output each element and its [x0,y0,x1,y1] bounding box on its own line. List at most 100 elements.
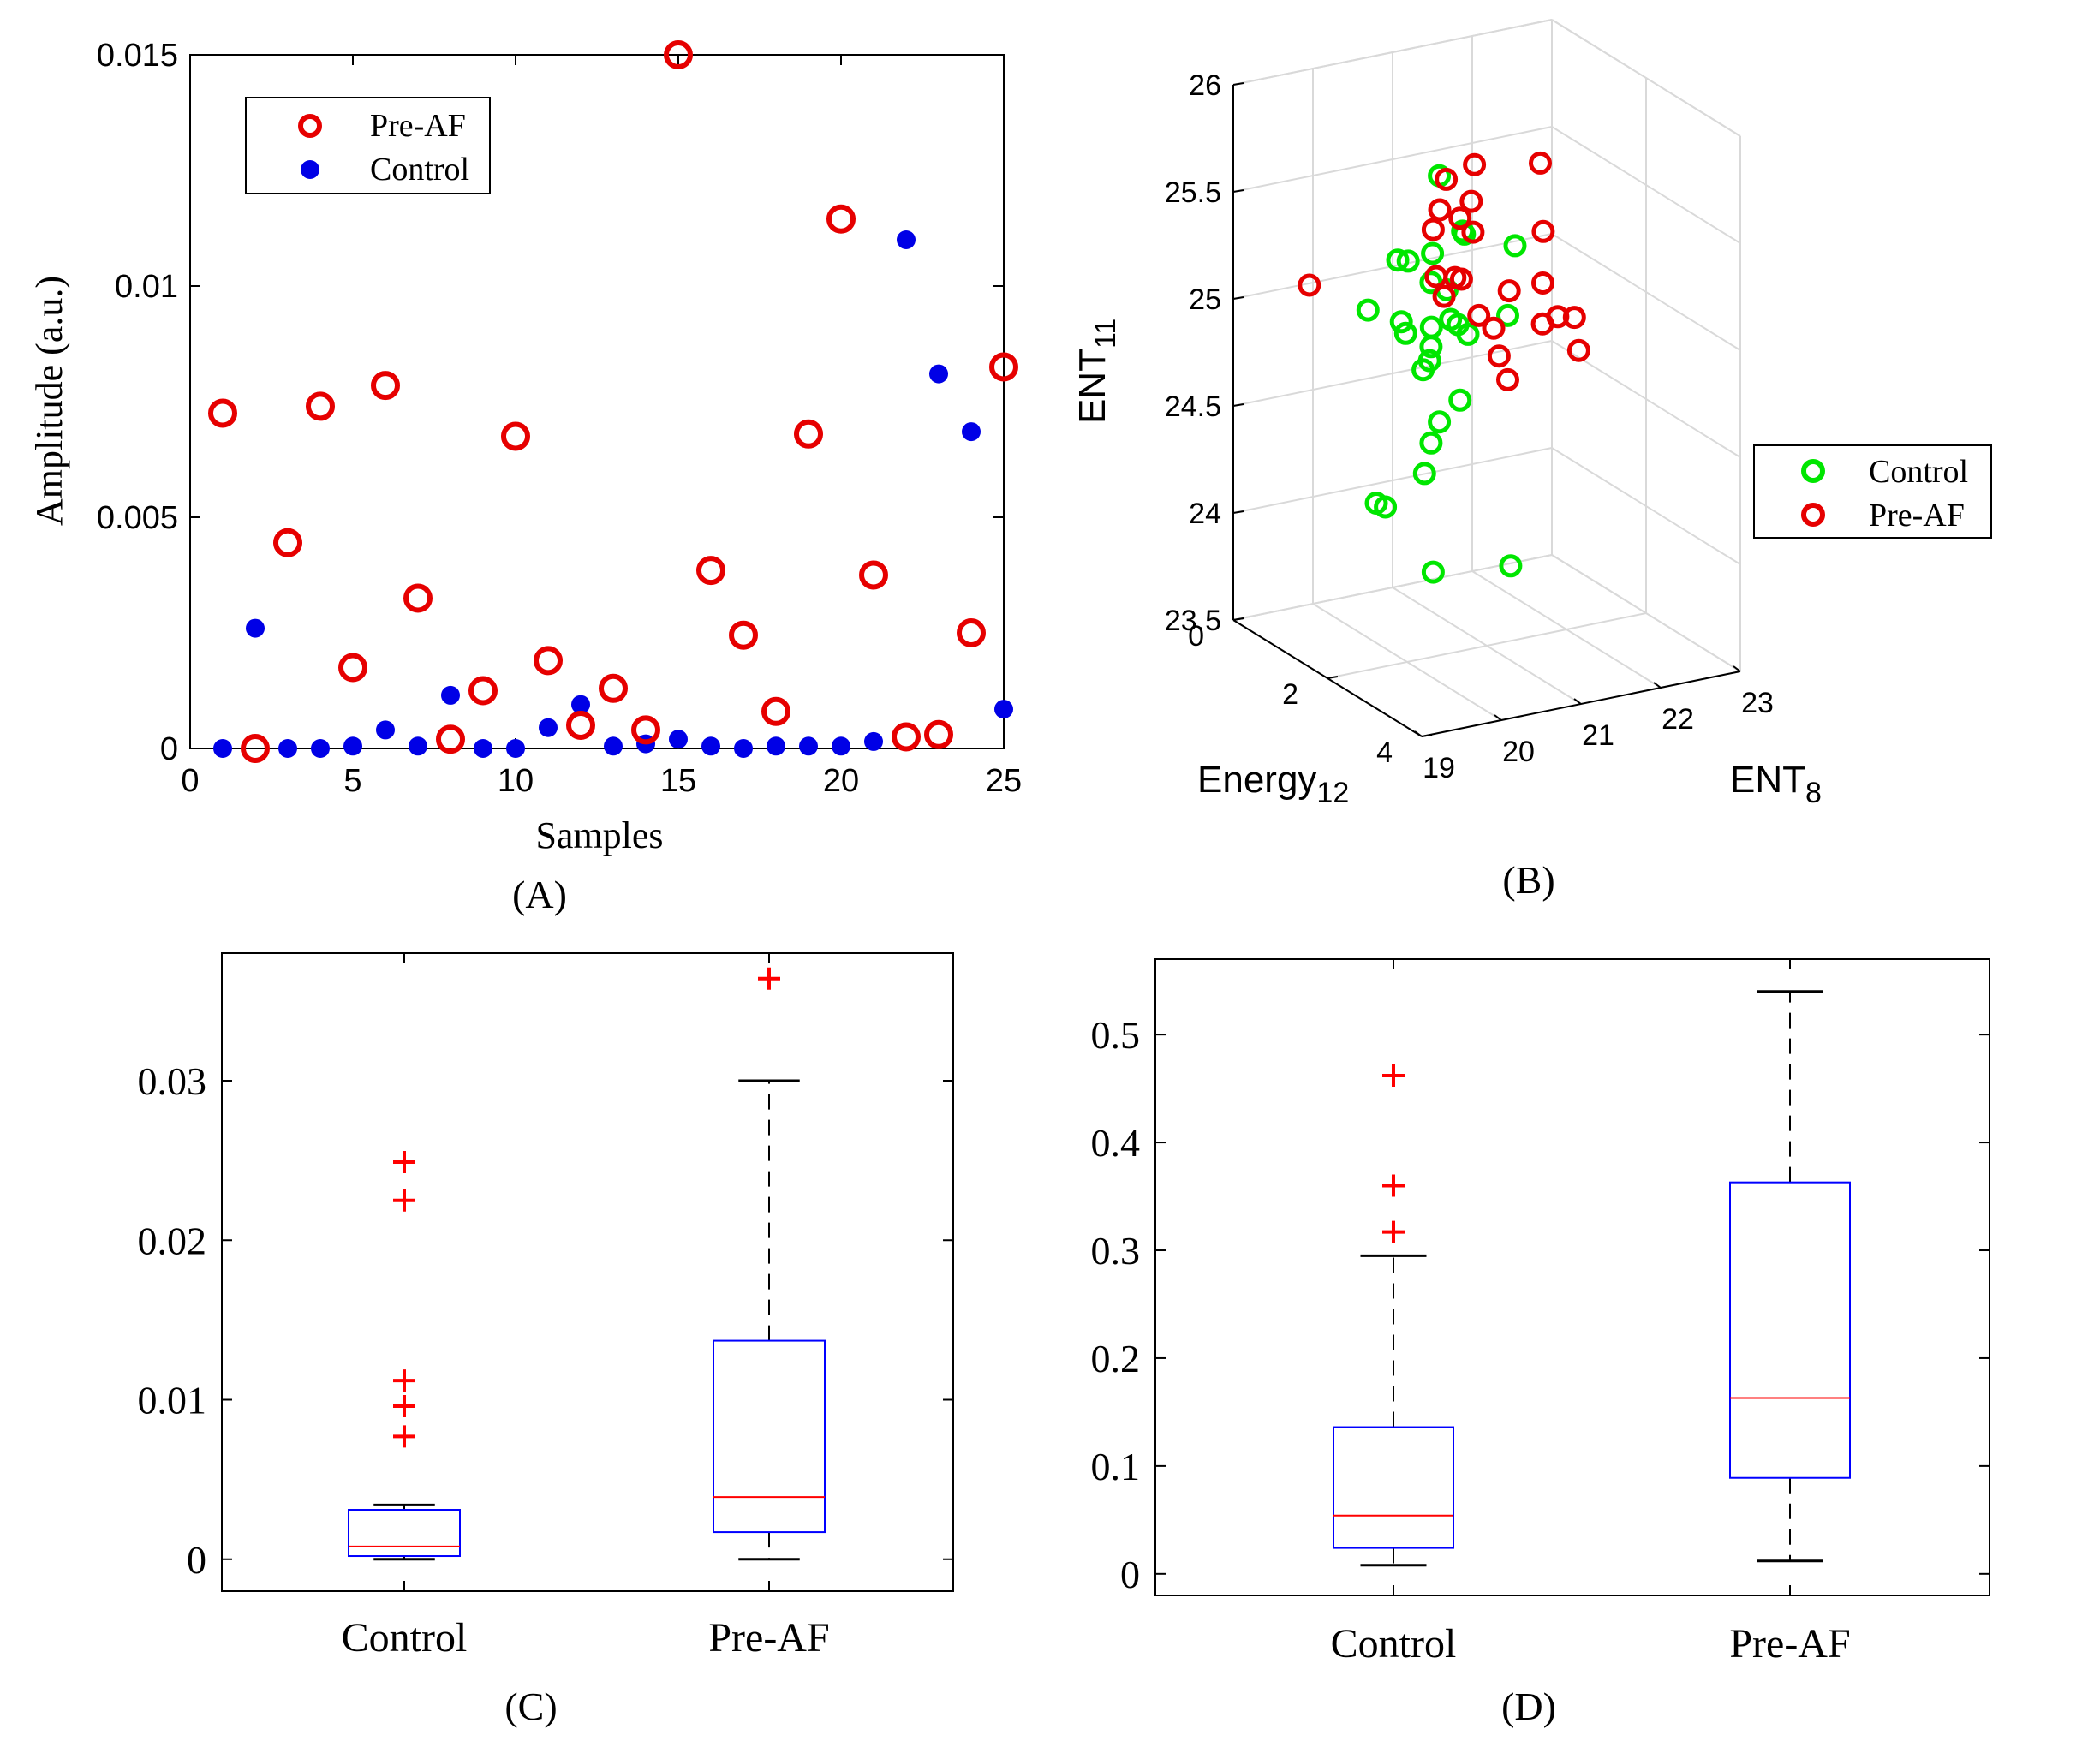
panel-c-ytick-label: 0.03 [138,1059,207,1103]
control-point-3d [1419,271,1443,295]
control-point [962,422,981,442]
panel-a-legend-box [245,97,491,194]
panel-b-gridline [1232,340,1553,407]
panel-d-ytick-label: 0.2 [1091,1337,1141,1380]
panel-b-ztick [1232,189,1244,193]
pre-af-point-3d [1421,218,1445,241]
control-point [669,730,688,749]
control-point [343,736,362,756]
panel-a-xtick-label: 15 [660,763,696,799]
pre-af-point [534,646,563,676]
panel-b-zlabel: ENT11 [1071,319,1122,424]
pre-af-point-3d [1546,305,1570,329]
panel-b-legend-box [1753,444,1992,539]
control-point-3d [1428,410,1452,434]
control-point [604,736,623,756]
panel-a-xlabel: Samples [535,814,663,856]
legend-control-label: Control [370,152,469,188]
pre-af-point-3d [1531,271,1554,295]
panel-b-ztick-label: 25.5 [1165,176,1221,209]
panel-b-ytick-label: 4 [1376,736,1393,769]
panel-a-ylabel: Amplitude (a.u.) [28,276,70,526]
panel-c-category-control: Control [342,1615,468,1661]
control-point [441,685,460,705]
panel-a-legend: Pre-AF Control [245,97,491,194]
pre-af-point [208,398,237,428]
pre-af-point-3d [1487,344,1511,368]
control-point [734,739,753,758]
pre-af-point-3d [1461,220,1485,244]
panel-c-outlier [393,1425,415,1448]
panel-b-gridline [1232,447,1553,514]
panel-b-gridline [1551,233,1741,351]
legend-b-pre-af-marker [1801,503,1825,527]
panel-a-xtick-label: 10 [498,763,534,799]
panel-b-xtick-label: 23 [1741,687,1774,719]
panel-c-box [713,1339,826,1534]
control-point-3d [1499,554,1523,578]
panel-b-ytick [1232,617,1244,621]
control-point [409,736,427,756]
panel-d-ytick-label: 0.3 [1091,1229,1141,1273]
control-point-3d [1419,315,1443,339]
panel-b-box-edge [1232,19,1553,86]
control-point [832,736,850,756]
legend-b-pre-af-label: Pre-AF [1869,498,1965,534]
panel-a-xtick-label: 0 [181,763,199,799]
pre-af-point [599,673,628,703]
pre-af-point [859,560,888,590]
panel-b-caption: (B) [1502,858,1554,902]
pre-af-point [989,352,1018,382]
pre-af-point-3d [1448,206,1472,230]
control-point [799,736,818,756]
panel-b-gridline [1232,126,1553,193]
panel-c-box [348,1509,461,1558]
control-point-3d [1389,310,1413,334]
pre-af-point [338,653,367,683]
pre-af-point [664,40,693,69]
control-point [246,618,265,638]
panel-b-xlabel-main: ENT [1730,759,1805,801]
panel-c-outlier [393,1369,415,1392]
pre-af-point [403,583,433,613]
control-point [994,700,1013,719]
pre-af-point [696,556,725,586]
panel-d: 0 0.1 0.2 0.3 0.4 0.5 Control Pre-AF (D) [1091,958,1990,1728]
panel-b-xlabel: ENT8 [1730,759,1822,809]
pre-af-point [371,371,400,401]
panel-d-box [1333,1426,1454,1549]
panel-a-xtick-label: 25 [986,763,1022,799]
pre-af-point-3d [1562,306,1586,330]
panel-b-xtick-label: 21 [1582,719,1614,752]
panel-b-xtick-label: 20 [1502,736,1535,768]
pre-af-point-3d [1467,303,1491,327]
pre-af-point-3d [1531,219,1555,243]
pre-af-point [957,618,986,647]
panel-b-box-edge [1551,19,1741,137]
control-point [506,739,525,758]
panel-b-ztick-label: 24.5 [1165,391,1221,423]
pre-af-point-3d [1529,151,1552,175]
panel-a-ytick-label: 0.01 [115,269,178,305]
panel-d-category-control: Control [1331,1621,1457,1666]
control-point-3d [1496,303,1519,327]
panel-b-xlabel-sub: 8 [1805,777,1822,809]
panel-d-axes-box [1154,958,1990,1596]
pre-af-point [924,719,953,749]
panel-b-ztick-label: 25 [1189,283,1221,316]
panel-d-box [1729,1181,1851,1479]
legend-pre-af-marker [298,114,322,138]
pre-af-point-3d [1428,198,1452,222]
panel-a-ytick-label: 0.015 [97,38,178,74]
panel-b-ztick-label: 24 [1189,498,1221,530]
pre-af-point [436,724,465,754]
control-point-3d [1396,249,1420,273]
control-point [376,720,395,740]
pre-af-point [794,419,823,449]
panel-b-xtick [1653,682,1662,689]
pre-af-point [241,734,270,763]
panel-c-axes-box [221,952,954,1592]
panel-b-ztick-label: 23.5 [1165,605,1221,637]
pre-af-point-3d [1432,284,1456,308]
panel-d-caption: (D) [1501,1684,1556,1728]
